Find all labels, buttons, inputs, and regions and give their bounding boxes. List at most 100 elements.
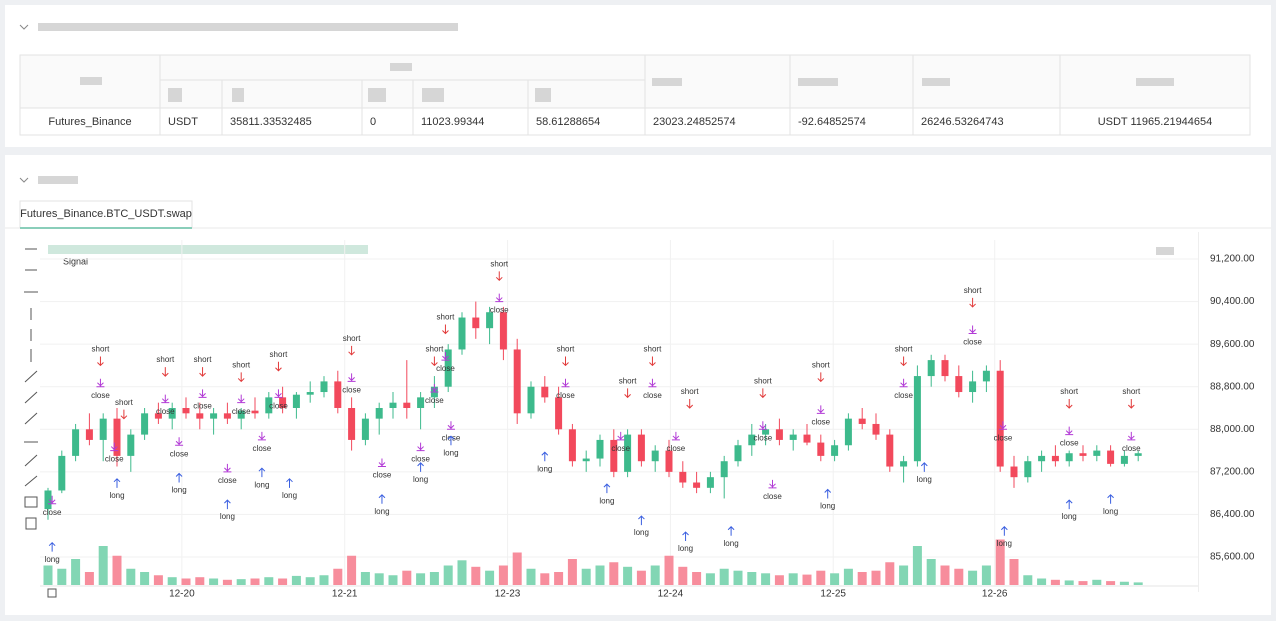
signal-arrow bbox=[377, 458, 386, 468]
signal-label: long bbox=[443, 448, 458, 457]
volume-bar bbox=[816, 570, 826, 585]
volume-bar bbox=[485, 570, 495, 585]
candle-body bbox=[610, 439, 618, 472]
candle-body bbox=[223, 413, 231, 419]
x-tick-label: 12-21 bbox=[332, 589, 358, 600]
signal-arrow bbox=[441, 352, 450, 361]
candle-body bbox=[486, 312, 494, 329]
table-cell: Futures_Binance bbox=[48, 116, 131, 128]
signal-label: long bbox=[374, 507, 389, 516]
signal-label: close bbox=[193, 401, 212, 410]
candle-body bbox=[292, 394, 300, 408]
signal-label: close bbox=[994, 433, 1013, 442]
collapse-icon[interactable] bbox=[19, 177, 29, 183]
table-cell: USDT 11965.21944654 bbox=[1098, 116, 1213, 128]
volume-bar bbox=[512, 552, 522, 585]
volume-bar bbox=[264, 577, 274, 585]
candle-body bbox=[417, 397, 425, 408]
signal-label: long bbox=[997, 539, 1012, 548]
table-cell: 26246.53264743 bbox=[921, 116, 1004, 128]
signal-arrow bbox=[561, 378, 570, 388]
candle-body bbox=[720, 461, 728, 478]
signal-arrow bbox=[648, 378, 657, 388]
signal-arrow bbox=[223, 463, 232, 473]
signal-arrow bbox=[431, 356, 438, 367]
collapse-icon[interactable] bbox=[19, 24, 29, 30]
candle-body bbox=[679, 471, 687, 483]
signal-label: long bbox=[45, 555, 60, 564]
candle-body bbox=[375, 408, 383, 419]
signal-label: close bbox=[425, 396, 444, 405]
signal-arrow bbox=[1065, 499, 1073, 510]
calendar-icon bbox=[47, 588, 57, 598]
volume-bar bbox=[250, 578, 260, 585]
candle-body bbox=[1010, 466, 1018, 478]
signal-label: long bbox=[537, 464, 552, 473]
signal-arrow bbox=[900, 356, 907, 367]
volume-bar bbox=[1078, 581, 1088, 585]
volume-bar bbox=[374, 573, 384, 585]
candle-body bbox=[913, 376, 921, 462]
candle-body bbox=[900, 461, 908, 467]
signal-label: close bbox=[1122, 444, 1141, 453]
candle-body bbox=[196, 413, 204, 419]
volume-bar bbox=[1050, 579, 1060, 585]
signal-label: close bbox=[963, 338, 982, 347]
volume-bar bbox=[664, 555, 674, 585]
volume-bar bbox=[319, 575, 329, 585]
signal-label: close bbox=[667, 444, 686, 453]
signal-label: close bbox=[643, 391, 662, 400]
volume-bar bbox=[719, 568, 729, 585]
volume-bar bbox=[1023, 575, 1033, 585]
volume-bar bbox=[581, 568, 591, 585]
signal-label: short bbox=[270, 350, 289, 359]
signal-arrow bbox=[968, 325, 977, 334]
signal-arrow bbox=[430, 384, 439, 393]
candle-body bbox=[348, 408, 356, 440]
signal-label: long bbox=[413, 475, 428, 484]
signal-label: short bbox=[1122, 387, 1141, 396]
signal-arrow bbox=[199, 367, 206, 377]
signal-arrow bbox=[110, 442, 119, 452]
volume-bar bbox=[1009, 559, 1019, 585]
signal-label: close bbox=[611, 444, 630, 453]
signal-arrow bbox=[175, 437, 184, 446]
table-cell: 11023.99344 bbox=[421, 116, 484, 128]
signal-label: close bbox=[253, 444, 272, 453]
volume-bar bbox=[347, 555, 357, 585]
blurred-button[interactable] bbox=[1156, 247, 1174, 255]
volume-bar bbox=[278, 578, 288, 585]
signal-label: long bbox=[220, 512, 235, 521]
signal-arrow bbox=[113, 478, 121, 488]
signal-label: long bbox=[1062, 512, 1077, 521]
volume-bar bbox=[636, 570, 646, 585]
signal-arrow bbox=[175, 472, 183, 483]
volume-bar bbox=[43, 565, 53, 585]
volume-bar bbox=[733, 570, 743, 585]
volume-bar bbox=[498, 565, 508, 585]
y-tick-label: 85,600.00 bbox=[1210, 552, 1255, 563]
tab-label[interactable]: Futures_Binance.BTC_USDT.swap bbox=[20, 208, 192, 220]
signal-arrow bbox=[275, 361, 282, 372]
signal-arrow bbox=[768, 479, 777, 489]
signal-arrow bbox=[638, 515, 645, 526]
volume-bar bbox=[774, 575, 784, 585]
candle-body bbox=[499, 312, 507, 350]
candle-body bbox=[320, 381, 328, 393]
y-tick-label: 91,200.00 bbox=[1210, 254, 1255, 265]
signal-label: short bbox=[92, 345, 111, 354]
candle-body bbox=[789, 434, 797, 440]
candle-body bbox=[568, 429, 576, 462]
volume-bar bbox=[830, 573, 840, 585]
volume-bar bbox=[236, 579, 246, 585]
volume-bar bbox=[112, 555, 122, 585]
blurred-legend bbox=[48, 245, 368, 254]
candle-body bbox=[182, 408, 190, 414]
candle-body bbox=[651, 450, 659, 462]
x-tick-label: 12-24 bbox=[658, 589, 684, 600]
volume-bar bbox=[595, 565, 605, 585]
signal-label: long bbox=[820, 502, 835, 511]
signal-label: short bbox=[232, 361, 251, 370]
table-cell: 35811.33532485 bbox=[230, 116, 312, 128]
